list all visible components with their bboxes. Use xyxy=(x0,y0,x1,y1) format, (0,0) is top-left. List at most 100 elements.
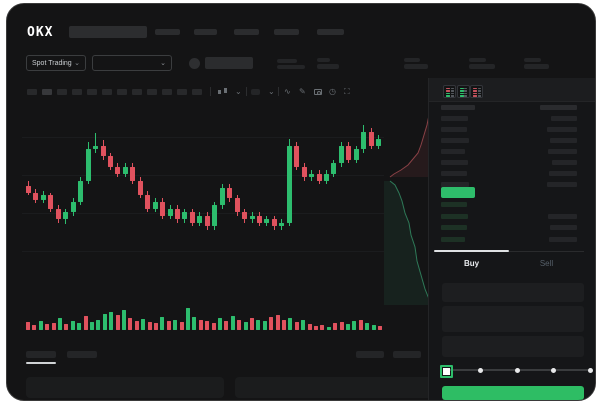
candle-body xyxy=(137,180,143,195)
volume-bar xyxy=(173,320,178,330)
ask-amount-bar xyxy=(547,127,577,132)
slider-stop-dot[interactable] xyxy=(551,367,556,373)
candle-glyph xyxy=(224,88,227,93)
tab-buy[interactable]: Buy xyxy=(463,259,480,268)
volume-bar xyxy=(358,320,363,330)
volume-bar xyxy=(186,308,190,330)
candle-type-icon[interactable] xyxy=(218,88,228,96)
volume-bar xyxy=(58,318,62,330)
chevron-down-icon[interactable]: ⌄ xyxy=(235,87,242,96)
bottom-action-placeholder[interactable] xyxy=(393,351,421,358)
bottom-tab-history[interactable] xyxy=(67,351,97,358)
tab-sell[interactable]: Sell xyxy=(539,259,554,268)
compare-icon[interactable] xyxy=(251,89,260,95)
candle-body xyxy=(93,145,99,149)
slider-stop-dot[interactable] xyxy=(514,367,520,373)
history-clock-icon[interactable]: ◷ xyxy=(329,87,336,96)
candle-body xyxy=(338,145,344,163)
stat-value-placeholder xyxy=(524,64,549,69)
ask-price-bar[interactable] xyxy=(441,171,467,176)
timeframe-button[interactable] xyxy=(132,89,142,95)
chart-gridline xyxy=(22,137,384,138)
orderbook-view-asks-icon[interactable] xyxy=(470,85,483,98)
volume-bar xyxy=(282,320,286,330)
timeframe-button[interactable] xyxy=(72,89,82,95)
slider-handle[interactable] xyxy=(440,365,453,378)
slider-stop-dot[interactable] xyxy=(587,367,593,373)
bid-price-bar[interactable] xyxy=(441,225,467,230)
candle-body xyxy=(175,208,180,219)
ask-price-bar[interactable] xyxy=(441,160,468,165)
timeframe-button[interactable] xyxy=(117,89,127,95)
volume-bar xyxy=(352,321,357,330)
app-window: OKX Spot Trading ⌄ ⌄ xyxy=(6,3,596,401)
stat-value-placeholder xyxy=(469,64,495,69)
candle-body xyxy=(55,208,61,219)
orderbook-view-bids-icon[interactable] xyxy=(456,85,470,98)
volume-bar xyxy=(326,327,331,330)
ask-amount-bar xyxy=(550,138,577,143)
ask-price-bar[interactable] xyxy=(441,182,469,187)
pair-dropdown[interactable]: ⌄ xyxy=(92,55,172,71)
nav-item-placeholder[interactable] xyxy=(317,29,344,35)
price-sub-placeholder xyxy=(277,65,305,69)
timeframe-button[interactable] xyxy=(87,89,97,95)
nav-item-placeholder[interactable] xyxy=(234,29,259,35)
draw-icon[interactable]: ✎ xyxy=(299,87,306,96)
amount-field[interactable] xyxy=(442,306,584,332)
candle-body xyxy=(40,194,46,200)
candle-body xyxy=(48,194,54,209)
bid-price-bar[interactable] xyxy=(441,236,465,242)
bottom-tab-orders[interactable] xyxy=(26,351,56,358)
timeframe-button[interactable] xyxy=(42,89,52,95)
chart-gridline xyxy=(22,213,384,214)
price-field[interactable] xyxy=(442,283,584,302)
nav-item-placeholder[interactable] xyxy=(274,29,299,35)
toolbar-divider xyxy=(278,87,279,96)
chevron-down-icon: ⌄ xyxy=(74,59,80,67)
timeframe-button[interactable] xyxy=(57,89,67,95)
candle-body xyxy=(271,219,277,226)
volume-bar xyxy=(230,316,235,330)
candle-body xyxy=(331,163,337,174)
total-field[interactable] xyxy=(442,336,584,357)
ask-price-bar[interactable] xyxy=(441,149,465,154)
volume-bar xyxy=(250,318,254,330)
bid-price-bar[interactable] xyxy=(441,213,468,219)
candle-body xyxy=(197,215,203,223)
bid-price-bar[interactable] xyxy=(441,202,467,207)
okx-logo[interactable]: OKX xyxy=(27,25,54,40)
orderbook-view-all-icon[interactable] xyxy=(443,85,456,98)
timeframe-button[interactable] xyxy=(192,89,202,95)
timeframe-button[interactable] xyxy=(162,89,172,95)
nav-item-placeholder[interactable] xyxy=(155,29,180,35)
indicator-icon[interactable]: ∿ xyxy=(284,87,291,96)
volume-bar xyxy=(51,323,56,330)
pair-title-placeholder xyxy=(205,57,253,69)
volume-bar xyxy=(301,320,306,330)
ask-price-bar[interactable] xyxy=(441,127,467,132)
market-type-dropdown[interactable]: Spot Trading ⌄ xyxy=(26,55,86,71)
volume-bar xyxy=(218,318,222,330)
candle-wick xyxy=(95,133,97,153)
timeframe-button[interactable] xyxy=(27,89,37,95)
camera-icon[interactable] xyxy=(314,89,322,95)
candle-body xyxy=(152,201,158,209)
active-tab-underline xyxy=(26,362,56,364)
timeframe-button[interactable] xyxy=(147,89,157,95)
ask-price-bar[interactable] xyxy=(441,138,469,143)
nav-item-placeholder[interactable] xyxy=(194,29,217,35)
bottom-action-placeholder[interactable] xyxy=(356,351,384,358)
fullscreen-icon[interactable]: ⛶ xyxy=(344,87,350,96)
timeframe-button[interactable] xyxy=(102,89,112,95)
search-input[interactable] xyxy=(69,26,147,38)
chart-gridline xyxy=(22,175,384,176)
slider-stop-dot[interactable] xyxy=(478,367,483,373)
chevron-down-icon[interactable]: ⌄ xyxy=(268,87,275,96)
buy-button[interactable] xyxy=(442,386,584,400)
timeframe-button[interactable] xyxy=(177,89,187,95)
candle-body xyxy=(286,145,292,223)
candle-body xyxy=(309,173,315,177)
volume-bar xyxy=(90,322,94,330)
ask-price-bar[interactable] xyxy=(441,116,468,121)
